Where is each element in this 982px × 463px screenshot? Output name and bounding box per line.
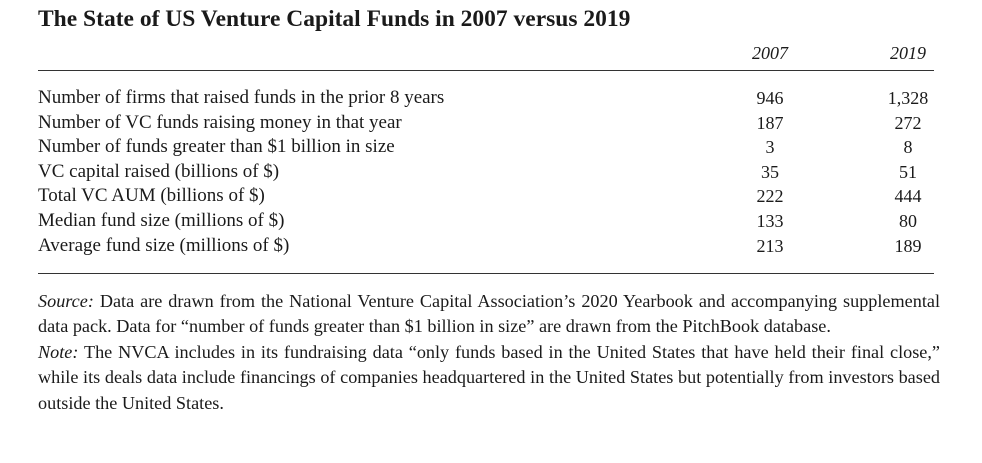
value-2007: 35 bbox=[761, 161, 779, 182]
table-notes: Source: Data are drawn from the National… bbox=[38, 289, 940, 416]
source-text: Data are drawn from the National Venture… bbox=[38, 291, 940, 337]
row-label: Number of firms that raised funds in the… bbox=[38, 87, 445, 108]
value-2019: 1,328 bbox=[887, 88, 929, 108]
row-label: Median fund size (millions of $) bbox=[38, 209, 285, 231]
row-label: Average fund size (millions of $) bbox=[38, 234, 290, 256]
value-2019: 51 bbox=[899, 161, 917, 182]
column-header-2019: 2019 bbox=[890, 43, 926, 63]
value-2007: 213 bbox=[756, 235, 784, 256]
source-label: Source: bbox=[38, 291, 94, 311]
row-label: Number of VC funds raising money in that… bbox=[38, 111, 402, 133]
table-row: Average fund size (millions of $) 213 18… bbox=[38, 234, 934, 259]
row-label: VC capital raised (billions of $) bbox=[38, 160, 280, 182]
top-rule bbox=[38, 70, 934, 71]
row-label: Total VC AUM (billions of $) bbox=[38, 185, 265, 207]
table-row: Number of funds greater than $1 billion … bbox=[38, 135, 934, 160]
table-body: Number of firms that raised funds in the… bbox=[38, 86, 934, 258]
value-2019: 8 bbox=[903, 137, 913, 158]
value-2019: 272 bbox=[894, 112, 922, 133]
value-2019: 80 bbox=[899, 210, 917, 231]
table-row: Median fund size (millions of $) 133 80 bbox=[38, 209, 934, 234]
value-2007: 946 bbox=[756, 88, 784, 108]
bottom-rule bbox=[38, 273, 934, 274]
value-2019: 189 bbox=[894, 235, 922, 256]
table-title: The State of US Venture Capital Funds in… bbox=[38, 6, 631, 32]
source-note: Source: Data are drawn from the National… bbox=[38, 289, 940, 340]
table-row: Total VC AUM (billions of $) 222 444 bbox=[38, 184, 934, 209]
value-2007: 133 bbox=[756, 210, 784, 231]
note-paragraph: Note: The NVCA includes in its fundraisi… bbox=[38, 340, 940, 416]
value-2007: 222 bbox=[756, 186, 784, 207]
note-label: Note: bbox=[38, 341, 79, 362]
value-2007: 187 bbox=[756, 112, 784, 133]
table-row: VC capital raised (billions of $) 35 51 bbox=[38, 160, 934, 185]
value-2019: 444 bbox=[894, 186, 922, 207]
column-header-2007: 2007 bbox=[752, 43, 788, 63]
value-2007: 3 bbox=[765, 137, 775, 158]
table-row: Number of VC funds raising money in that… bbox=[38, 111, 934, 136]
table-row: Number of firms that raised funds in the… bbox=[38, 86, 934, 111]
row-label: Number of funds greater than $1 billion … bbox=[38, 136, 395, 158]
note-text: The NVCA includes in its fundraising dat… bbox=[38, 341, 940, 413]
